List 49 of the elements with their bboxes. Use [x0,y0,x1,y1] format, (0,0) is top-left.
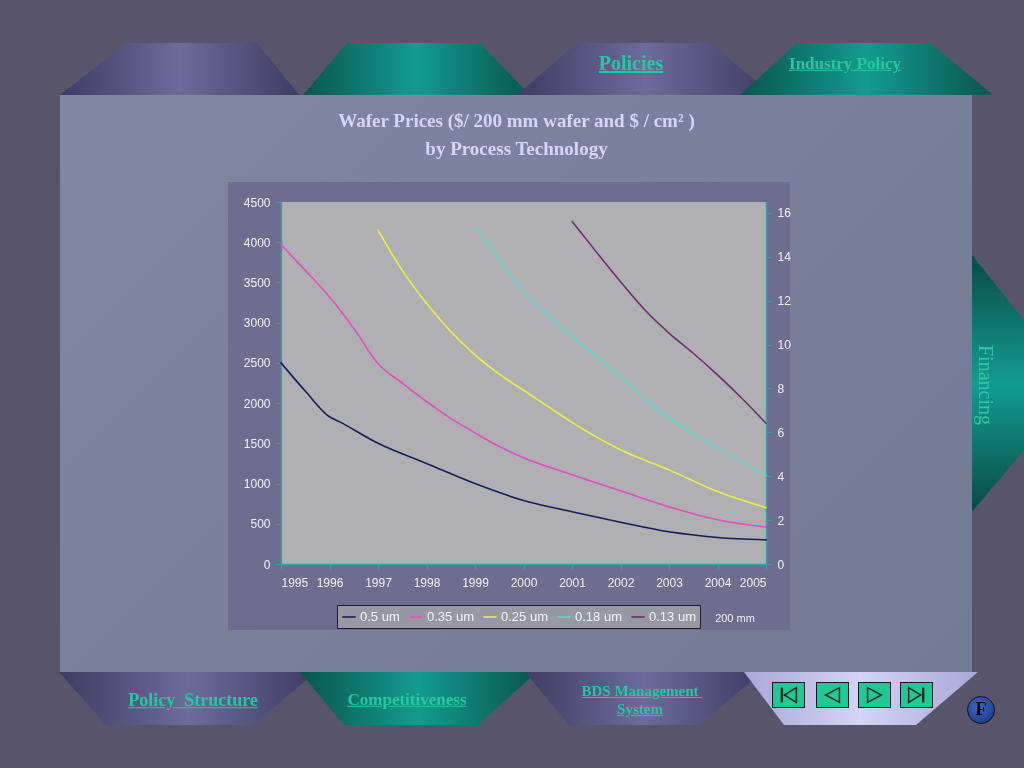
y2-tick-label: 14 [777,250,792,265]
text: Financing [974,345,998,425]
text: F [975,699,987,721]
text: BDS Management System [580,682,700,718]
legend-label: 0.35 um [427,609,474,624]
line-series [571,220,767,425]
y-tick-label: 3500 [243,275,271,290]
x-tick-label: 1998 [413,575,441,590]
text: Industry Policy [789,53,901,75]
x-tick-label: 1999 [462,575,490,590]
x-tick-label: 2004 [704,575,732,590]
x-tick-label: 2000 [510,575,538,590]
y2-tick-label: 6 [777,425,785,440]
y-tick-label: 500 [250,517,271,532]
y2-tick-label: 8 [777,381,785,396]
line-series [474,225,767,477]
text: Policies [598,51,664,75]
y-tick-label: 0 [263,557,271,572]
legend-label: 0.13 um [649,609,696,624]
y-tick-label: 3000 [243,316,271,331]
y2-tick-label: 16 [777,206,792,221]
x-tick-label: 2001 [559,575,587,590]
legend-label: 0.5 um [360,609,400,624]
y-tick-label: 4500 [243,195,271,210]
chart-title: Wafer Prices ($/ 200 mm wafer and $ / cm² ) by Process Technology [338,110,695,159]
legend-label: 0.25 um [501,609,548,624]
y2-tick-label: 4 [777,469,785,484]
y-tick-label: 2500 [243,356,271,371]
text: Policy Structure [128,690,258,712]
y2-tick-label: 0 [777,557,785,572]
x-tick-label: 1995 [281,575,309,590]
line-series [280,362,767,541]
y-tick-label: 1500 [243,436,271,451]
legend-label: 0.18 um [575,609,622,624]
line-series [377,229,767,509]
x-tick-label: 1996 [316,575,344,590]
x-tick-label: 2005 [739,575,767,590]
x-tick-label: 2003 [656,575,684,590]
text: Competitiveness [347,689,467,711]
x-tick-label: 1997 [365,575,393,590]
line-series [280,243,767,528]
x-tick-label: 2002 [607,575,635,590]
y2-tick-label: 2 [777,513,785,528]
text: 200 mm [715,612,755,626]
y2-tick-label: 12 [777,294,792,309]
y-tick-label: 4000 [243,235,271,250]
y2-tick-label: 10 [777,338,792,353]
y-tick-label: 1000 [243,477,271,492]
y-tick-label: 2000 [243,396,271,411]
